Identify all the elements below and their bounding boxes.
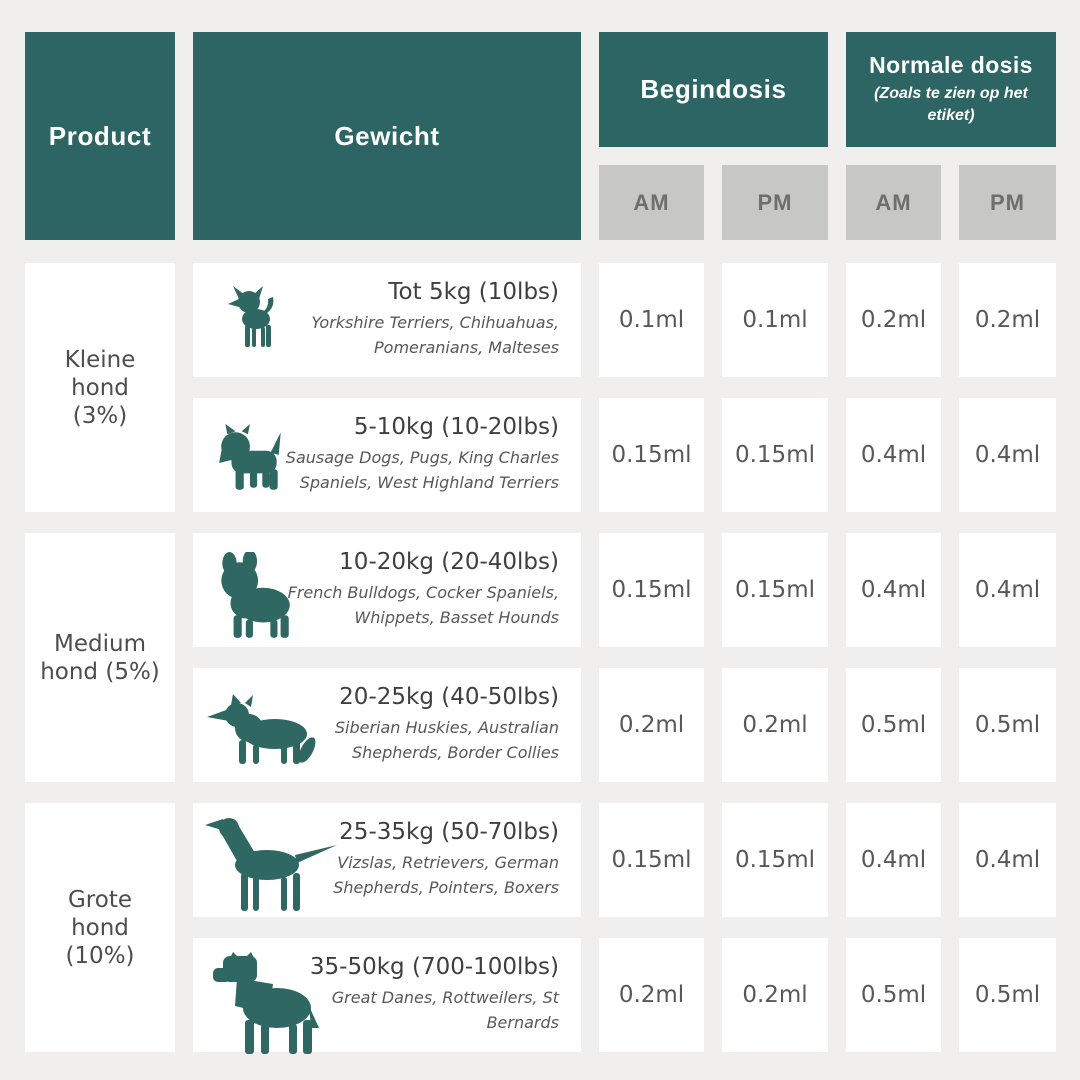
product-group-line: hond [71, 914, 129, 941]
product-group-line: Kleine [64, 346, 136, 373]
border-collie-icon [205, 692, 333, 770]
product-group-line: Grote [67, 886, 132, 913]
weight-row-tot-5kg: Tot 5kg (10lbs) Yorkshire Terriers, Chih… [193, 263, 581, 377]
dose-cell: 0.4ml [846, 533, 941, 647]
weight-row-35-50kg: 35-50kg (700-100lbs) Great Danes, Rottwe… [193, 938, 581, 1054]
dose-cell: 0.2ml [959, 263, 1056, 377]
weight-breeds: French Bulldogs, Cocker Spaniels, Whippe… [287, 583, 559, 627]
dose-cell: 0.2ml [722, 668, 828, 782]
begindosis-pm-subheader: PM [722, 165, 828, 240]
dose-cell: 0.15ml [722, 533, 828, 647]
dose-cell: 0.5ml [959, 938, 1056, 1052]
product-group-medium-hond: Medium hond (5%) [25, 533, 175, 782]
dose-cell: 0.1ml [599, 263, 704, 377]
normale-am-subheader: AM [846, 165, 941, 240]
begindosis-am-subheader: AM [599, 165, 704, 240]
dose-cell: 0.2ml [599, 938, 704, 1052]
dose-cell: 0.4ml [959, 533, 1056, 647]
weight-row-20-25kg: 20-25kg (40-50lbs) Siberian Huskies, Aus… [193, 668, 581, 782]
weight-title: 20-25kg (40-50lbs) [339, 684, 559, 711]
product-column-header: Product [25, 32, 175, 240]
weight-breeds: Vizslas, Retrievers, German Shepherds, P… [333, 853, 559, 897]
product-group-line: hond [71, 374, 129, 401]
normale-dosis-column-header: Normale dosis (Zoals te zien op het etik… [846, 32, 1056, 147]
weight-breeds: Yorkshire Terriers, Chihuahuas, Pomerani… [311, 313, 559, 357]
westie-icon [215, 424, 289, 496]
product-column-header-label: Product [48, 120, 152, 151]
dose-cell: 0.5ml [846, 668, 941, 782]
weight-title: 35-50kg (700-100lbs) [309, 954, 559, 981]
dose-cell: 0.15ml [722, 398, 828, 512]
dose-cell: 0.1ml [722, 263, 828, 377]
dose-cell: 0.5ml [846, 938, 941, 1052]
cane-corso-icon [211, 952, 327, 1058]
gewicht-column-header-label: Gewicht [334, 120, 440, 151]
weight-row-5-10kg: 5-10kg (10-20lbs) Sausage Dogs, Pugs, Ki… [193, 398, 581, 512]
weight-title: 5-10kg (10-20lbs) [353, 414, 559, 441]
vizsla-icon [203, 815, 341, 915]
product-group-line: (10%) [65, 942, 135, 969]
weight-breeds: Great Danes, Rottweilers, St Bernards [331, 988, 559, 1032]
normale-pm-subheader: PM [959, 165, 1056, 240]
dose-cell: 0.2ml [846, 263, 941, 377]
product-group-line: hond (5%) [40, 658, 160, 685]
french-bulldog-icon [207, 552, 301, 642]
dosage-table-grid: Product Gewicht Begindosis Normale dosis… [25, 32, 1056, 1054]
begindosis-column-header: Begindosis [599, 32, 828, 147]
weight-breeds: Sausage Dogs, Pugs, King Charles Spaniel… [285, 448, 559, 492]
weight-breeds: Siberian Huskies, Australian Shepherds, … [334, 718, 559, 762]
weight-title: 10-20kg (20-40lbs) [339, 549, 559, 576]
dose-cell: 0.15ml [599, 533, 704, 647]
dose-cell: 0.5ml [959, 668, 1056, 782]
product-group-grote-hond: Grote hond (10%) [25, 803, 175, 1052]
gewicht-column-header: Gewicht [193, 32, 581, 240]
weight-row-10-20kg: 10-20kg (20-40lbs) French Bulldogs, Cock… [193, 533, 581, 647]
dose-cell: 0.4ml [959, 398, 1056, 512]
dose-cell: 0.2ml [722, 938, 828, 1052]
dose-cell: 0.2ml [599, 668, 704, 782]
dose-cell: 0.4ml [846, 398, 941, 512]
weight-title: Tot 5kg (10lbs) [388, 279, 559, 306]
dose-cell: 0.15ml [722, 803, 828, 917]
dose-cell: 0.4ml [959, 803, 1056, 917]
begindosis-column-header-label: Begindosis [640, 74, 787, 104]
normale-dosis-column-header-label: Normale dosis [869, 52, 1033, 79]
product-group-line: (3%) [72, 402, 128, 429]
product-group-line: Medium [54, 630, 146, 657]
weight-title: 25-35kg (50-70lbs) [339, 819, 559, 846]
normale-dosis-column-header-subtitle: (Zoals te zien op het etiket) [874, 85, 1028, 124]
chihuahua-icon [223, 285, 277, 349]
product-group-kleine-hond: Kleine hond (3%) [25, 263, 175, 512]
dose-cell: 0.15ml [599, 803, 704, 917]
dose-cell: 0.4ml [846, 803, 941, 917]
weight-row-25-35kg: 25-35kg (50-70lbs) Vizslas, Retrievers, … [193, 803, 581, 917]
dose-cell: 0.15ml [599, 398, 704, 512]
